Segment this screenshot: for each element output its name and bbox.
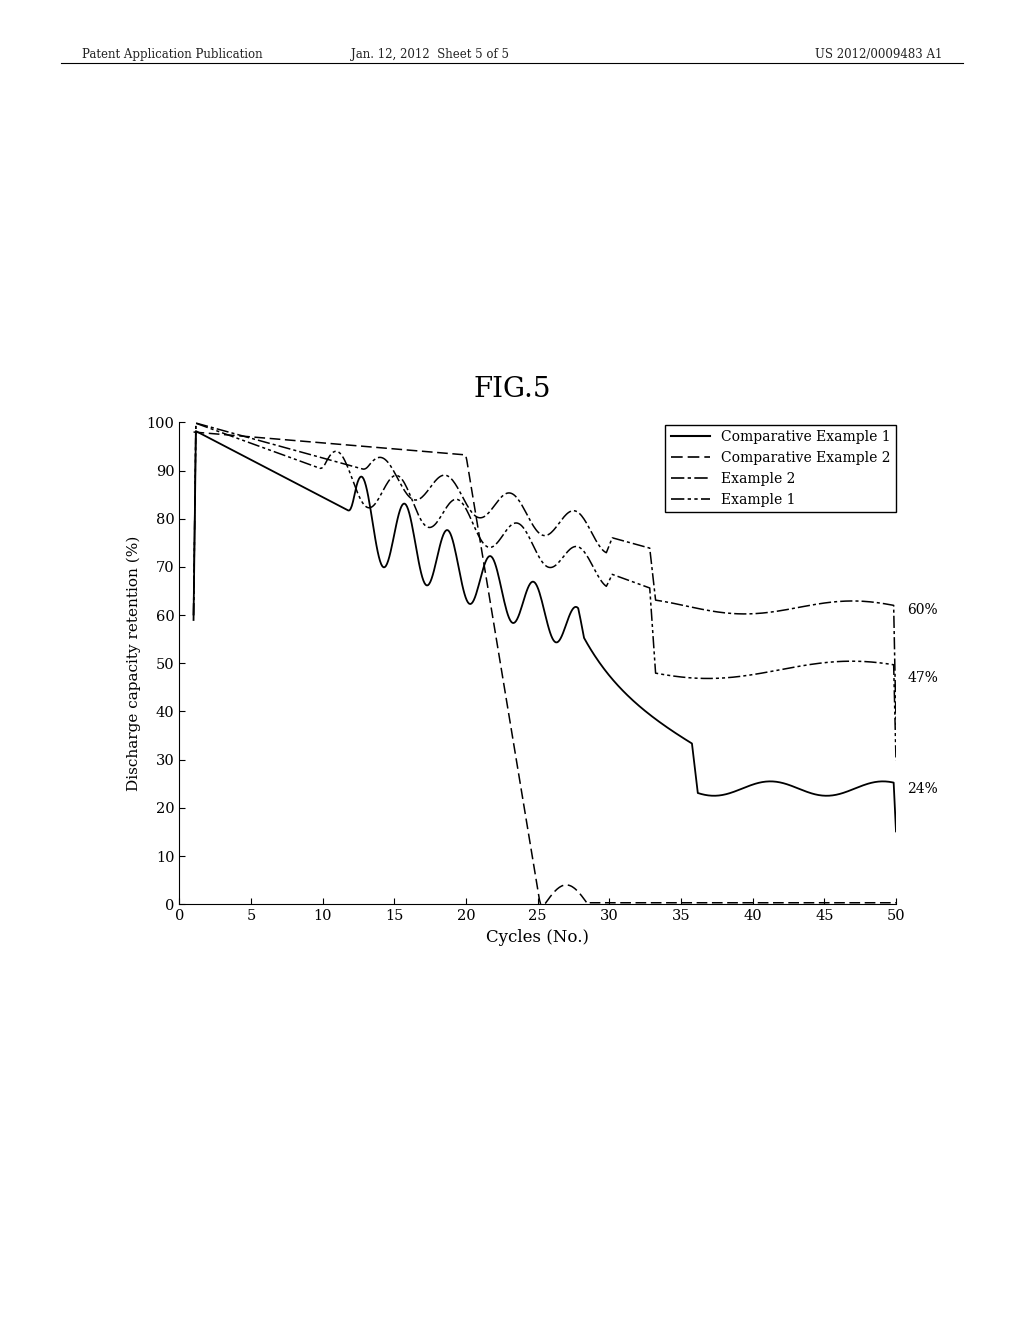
Text: 24%: 24%: [907, 781, 938, 796]
Text: FIG.5: FIG.5: [473, 376, 551, 403]
X-axis label: Cycles (No.): Cycles (No.): [486, 928, 589, 945]
Text: 47%: 47%: [907, 671, 938, 685]
Text: US 2012/0009483 A1: US 2012/0009483 A1: [815, 48, 942, 61]
Legend: Comparative Example 1, Comparative Example 2, Example 2, Example 1: Comparative Example 1, Comparative Examp…: [666, 425, 896, 512]
Y-axis label: Discharge capacity retention (%): Discharge capacity retention (%): [127, 536, 141, 791]
Text: Jan. 12, 2012  Sheet 5 of 5: Jan. 12, 2012 Sheet 5 of 5: [351, 48, 509, 61]
Text: 60%: 60%: [907, 603, 938, 618]
Text: Patent Application Publication: Patent Application Publication: [82, 48, 262, 61]
